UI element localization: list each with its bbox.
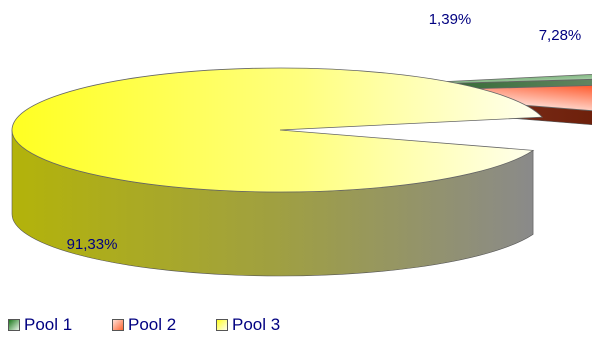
data-label-2: 7,28% [539, 27, 582, 44]
pie-slice-3 [11, 67, 544, 277]
data-label-3: 91,33% [67, 236, 118, 253]
data-label-1: 1,39% [429, 11, 472, 28]
legend-swatch-pool-3 [216, 319, 228, 331]
legend-label-pool-3: Pool 3 [232, 315, 281, 334]
legend-swatch-pool-1 [8, 319, 20, 331]
legend-item-pool-3: Pool 3 [216, 315, 281, 334]
legend-item-pool-2: Pool 2 [112, 315, 177, 334]
legend-swatch-pool-2 [112, 319, 124, 331]
legend: Pool 1 Pool 2 Pool 3 [0, 312, 592, 338]
legend-label-pool-1: Pool 1 [24, 315, 73, 334]
legend-label-pool-2: Pool 2 [128, 315, 177, 334]
legend-item-pool-1: Pool 1 [8, 315, 73, 334]
